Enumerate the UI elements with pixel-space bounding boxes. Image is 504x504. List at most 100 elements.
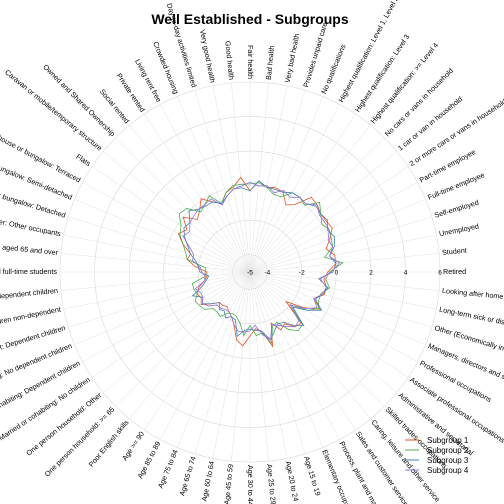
category-label: Age 30 to 44	[246, 465, 255, 504]
grid-spoke	[144, 271, 251, 431]
grid-spoke	[82, 182, 251, 273]
grid-spoke	[68, 216, 251, 273]
category-label: Other: All full-time students	[0, 267, 57, 276]
legend-label: Subgroup 2	[427, 446, 469, 455]
grid-spoke	[177, 271, 251, 448]
grid-spoke	[212, 85, 251, 273]
category-label: Age 45 to 59	[222, 464, 235, 504]
grid-spoke	[249, 271, 269, 462]
grid-spoke	[249, 166, 409, 273]
grid-spoke	[249, 96, 323, 273]
ring-tick-label: -2	[299, 270, 305, 277]
legend-label: Subgroup 4	[427, 466, 469, 475]
grid-spoke	[249, 113, 356, 273]
ring-tick-label: -5	[247, 270, 253, 277]
grid-spoke	[249, 271, 385, 407]
grid-spoke	[144, 113, 251, 273]
grid-spoke	[63, 271, 251, 310]
radar-series	[177, 176, 344, 348]
grid-spoke	[249, 271, 323, 448]
grid-spoke	[129, 271, 251, 420]
category-label: Sales and customer service	[354, 430, 411, 504]
ring-tick-label: 4	[404, 270, 408, 277]
ring-tick-label: -4	[264, 270, 270, 277]
category-label: 1 car or van in household	[396, 94, 464, 152]
series-line-3	[183, 180, 337, 341]
category-label: Very good health	[198, 29, 217, 84]
grid-spoke	[249, 271, 440, 291]
grid-spoke	[74, 199, 251, 273]
grid-spoke	[63, 234, 251, 273]
ring-tick-label: 0	[335, 270, 339, 277]
series-line-1	[177, 176, 337, 348]
grid-spoke	[91, 271, 251, 378]
grid-spoke	[60, 253, 251, 273]
grid-spoke	[60, 271, 251, 291]
category-label: Age 60 to 64	[199, 460, 216, 502]
grid-spoke	[249, 253, 440, 273]
grid-spoke	[231, 271, 251, 462]
category-label: Looking after home or family	[442, 286, 504, 304]
category-label: Highest qualification: Level 1, Level 2 …	[336, 0, 427, 104]
category-label: Good health	[223, 40, 236, 80]
category-label: Student	[442, 246, 468, 257]
grid-spoke	[68, 271, 251, 328]
category-label: Other: With dependent children	[0, 286, 58, 305]
grid-spoke	[212, 271, 251, 459]
grid-spoke	[177, 96, 251, 273]
grid-spoke	[194, 271, 251, 454]
category-label: Self-employed	[433, 198, 480, 220]
category-label: Age 25 to 29	[265, 464, 278, 504]
grid-spoke	[249, 271, 288, 459]
category-label: Age 20 to 24	[284, 460, 301, 502]
grid-spoke	[249, 271, 432, 328]
grid-spoke	[249, 151, 398, 273]
grid-spoke	[249, 234, 437, 273]
ring-tick-label: 2	[369, 270, 373, 277]
grid-spoke	[249, 199, 426, 273]
series-line-4	[182, 181, 340, 341]
grid-spoke	[249, 182, 418, 273]
grid-spoke	[249, 271, 398, 393]
legend-label: Subgroup 1	[427, 436, 469, 445]
grid-spoke	[102, 271, 251, 393]
ring-tick-label: 6	[438, 270, 442, 277]
grid-spoke	[249, 216, 432, 273]
grid-spoke	[249, 271, 356, 431]
grid-spoke	[249, 271, 426, 345]
category-label: Age 85 to 89	[135, 440, 162, 480]
grid-spoke	[249, 271, 409, 378]
category-label: Bad health	[264, 45, 276, 80]
grid-spoke	[91, 166, 251, 273]
category-label: Retired	[443, 267, 466, 276]
grid-spoke	[74, 271, 251, 345]
grid-spoke	[160, 104, 251, 273]
category-label: Fair health	[246, 45, 255, 79]
grid-spoke	[194, 90, 251, 273]
grid-spoke	[129, 124, 251, 273]
grid-spoke	[115, 137, 251, 273]
category-label: Flats	[74, 152, 92, 168]
radar-grid	[59, 81, 441, 463]
category-label: Other: All aged 65 and over	[0, 239, 59, 257]
ring-tick-labels: -5 -4 -2 0 2 4 6	[247, 270, 442, 277]
grid-spoke	[249, 271, 340, 440]
category-label: Unemployed	[438, 221, 479, 238]
grid-spoke	[249, 82, 269, 273]
grid-spoke	[249, 90, 306, 273]
category-label: Age 75 to 84	[156, 448, 180, 489]
category-label: Age >= 90	[120, 430, 146, 463]
grid-spoke	[249, 271, 437, 310]
category-label: Very bad health	[283, 33, 302, 84]
chart-title: Well Established - Subgroups	[151, 11, 349, 27]
legend-label: Subgroup 3	[427, 456, 469, 465]
grid-spoke	[249, 271, 418, 362]
grid-spoke	[160, 271, 251, 440]
grid-spoke	[249, 85, 288, 273]
category-label: Age 15 to 19	[302, 455, 322, 497]
grid-spoke	[115, 271, 251, 407]
grid-spoke	[249, 104, 340, 273]
